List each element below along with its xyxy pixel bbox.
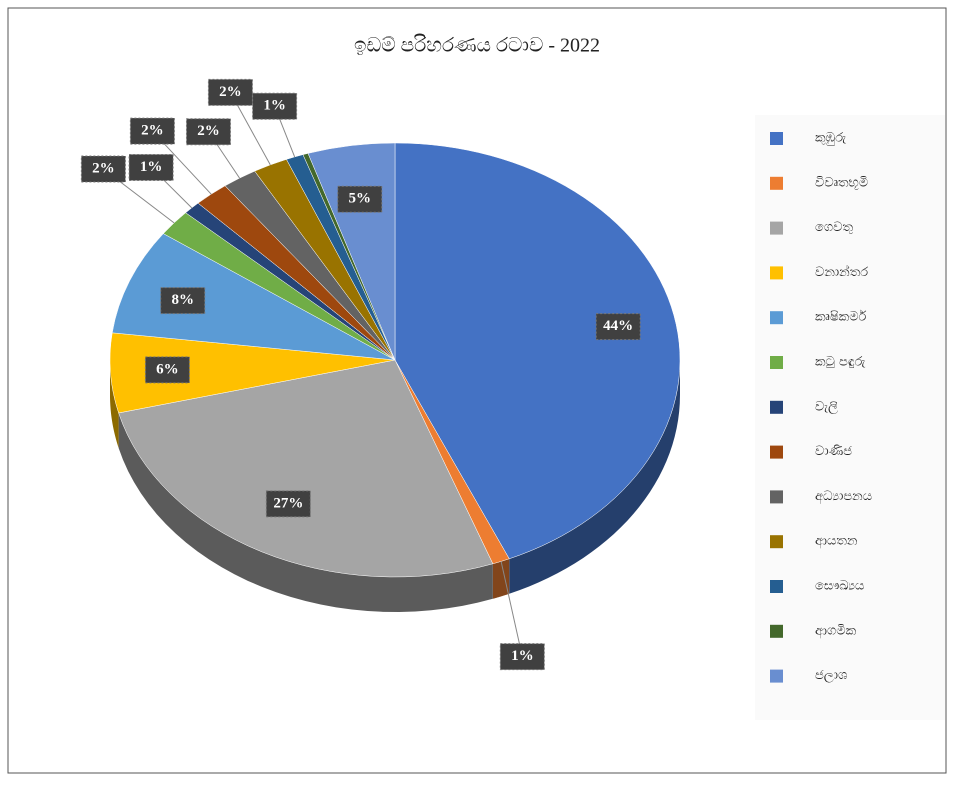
legend-swatch <box>770 669 783 683</box>
legend-label: ජලාශ <box>815 668 847 683</box>
value-label-box <box>144 356 190 384</box>
legend-label: කුඹුරු <box>815 131 846 146</box>
legend-label: ආයතන <box>815 534 858 549</box>
legend-swatch <box>770 400 783 414</box>
legend-label: වැලි <box>815 399 838 414</box>
legend-swatch <box>770 535 783 549</box>
value-label-box <box>160 287 206 315</box>
legend-box <box>755 115 945 720</box>
slice-side <box>118 412 493 612</box>
value-label-box <box>595 313 641 341</box>
slice <box>111 233 396 361</box>
value-label: 1% <box>140 159 163 175</box>
legend-swatch <box>770 624 783 638</box>
value-label: 5% <box>349 191 372 207</box>
value-label: 1% <box>511 648 534 664</box>
legend-swatch <box>770 266 783 280</box>
legend-swatch <box>770 311 783 325</box>
legend-swatch <box>770 356 783 369</box>
value-label: 2% <box>197 123 220 139</box>
value-label-box <box>499 643 545 671</box>
value-label-box <box>252 92 298 120</box>
legend-label: ගෙවතු <box>815 220 853 235</box>
legend-swatch <box>770 221 783 235</box>
legend-swatch <box>770 176 783 190</box>
legend-label: වනාන්තර <box>815 264 868 280</box>
legend-swatch <box>770 132 783 145</box>
value-label: 44% <box>603 318 633 334</box>
legend-label: කටු පඳුරු <box>815 355 865 370</box>
value-label-box <box>185 118 231 146</box>
legend-label: සෞඛ්‍යය <box>815 579 864 594</box>
slice <box>118 359 494 578</box>
value-label: 2% <box>219 84 242 100</box>
legend-label: ආගමික <box>815 623 857 638</box>
value-label-box <box>80 155 126 183</box>
value-label: 1% <box>263 98 286 114</box>
value-label: 6% <box>156 361 179 377</box>
slice <box>394 142 681 560</box>
value-label-box <box>129 117 175 145</box>
chart-title: ඉඩම් පරිහරණය රටාව - 2022 <box>354 35 600 57</box>
legend-label: විවෘතභූමි <box>815 175 868 190</box>
value-label-box <box>128 153 174 181</box>
value-label: 2% <box>141 123 164 139</box>
legend-label: කෘෂිකර්ම <box>815 309 867 325</box>
legend-label: වාණිජ <box>815 444 852 459</box>
slice-side <box>110 360 119 448</box>
value-label: 8% <box>171 292 194 308</box>
legend-swatch <box>770 580 783 593</box>
leader-line <box>500 561 523 657</box>
slice-side <box>492 558 510 599</box>
value-label-box <box>265 490 311 518</box>
legend-label: අධ්‍යාපනය <box>815 489 872 504</box>
value-label-box <box>337 185 383 213</box>
value-label: 27% <box>273 495 303 511</box>
legend-swatch <box>770 445 783 459</box>
value-label: 2% <box>92 160 115 176</box>
legend-swatch <box>770 490 783 504</box>
slice-side <box>509 360 680 594</box>
value-label-box <box>207 78 253 106</box>
